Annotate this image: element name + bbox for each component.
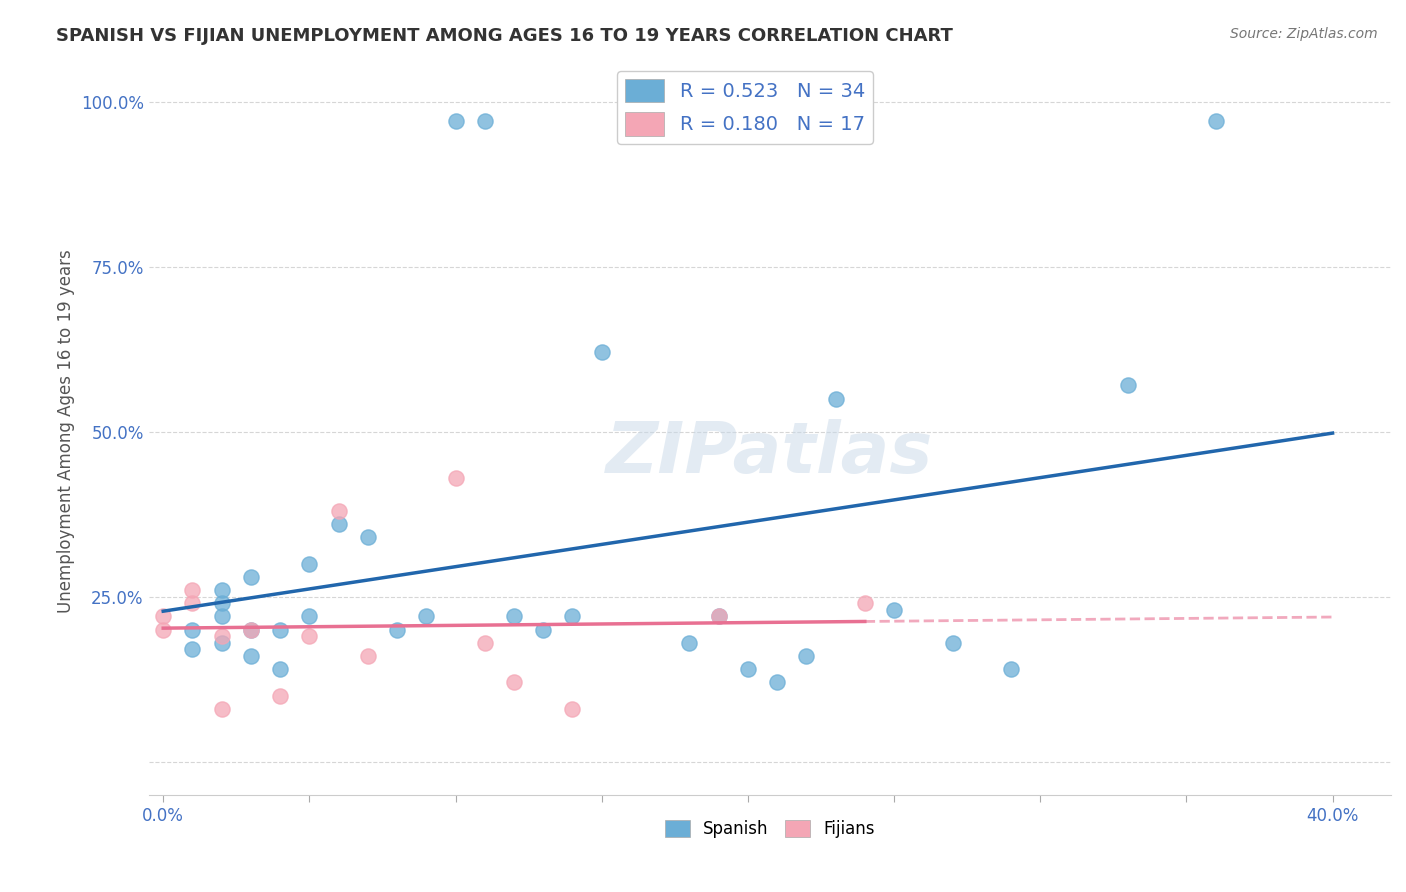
Point (1205, 114, 1227, 128)
Point (444, 114, 467, 128)
Point (269, 689, 291, 703)
Point (181, 596, 204, 610)
Point (328, 504, 350, 518)
Point (591, 345, 613, 359)
Point (269, 623, 291, 637)
Point (883, 603, 905, 617)
Point (503, 675, 526, 690)
Point (239, 623, 262, 637)
Point (678, 636, 700, 650)
Text: SPANISH VS FIJIAN UNEMPLOYMENT AMONG AGES 16 TO 19 YEARS CORRELATION CHART: SPANISH VS FIJIAN UNEMPLOYMENT AMONG AGE… (56, 27, 953, 45)
Point (941, 636, 963, 650)
Y-axis label: Unemployment Among Ages 16 to 19 years: Unemployment Among Ages 16 to 19 years (58, 250, 75, 614)
Point (298, 557, 321, 571)
Point (707, 609, 730, 624)
Text: ZIPatlas: ZIPatlas (606, 419, 934, 488)
Point (474, 636, 496, 650)
Point (1000, 662, 1022, 676)
Point (239, 570, 262, 584)
Point (561, 702, 583, 716)
Point (152, 623, 174, 637)
Point (298, 629, 321, 643)
Point (357, 649, 380, 664)
Point (385, 623, 408, 637)
Point (737, 662, 759, 676)
Point (239, 623, 262, 637)
Point (181, 582, 204, 597)
Point (853, 596, 876, 610)
Point (766, 675, 789, 690)
Point (503, 609, 526, 624)
Point (211, 582, 233, 597)
Point (211, 596, 233, 610)
Point (211, 609, 233, 624)
Point (328, 516, 350, 531)
Point (794, 649, 817, 664)
Point (444, 471, 467, 485)
Point (239, 649, 262, 664)
Point (531, 623, 554, 637)
Text: Source: ZipAtlas.com: Source: ZipAtlas.com (1230, 27, 1378, 41)
Point (181, 623, 204, 637)
Point (415, 609, 437, 624)
Point (211, 636, 233, 650)
Point (211, 629, 233, 643)
Point (298, 609, 321, 624)
Point (152, 609, 174, 624)
Point (824, 392, 846, 406)
Point (707, 609, 730, 624)
Legend: Spanish, Fijians: Spanish, Fijians (658, 813, 882, 845)
Point (474, 114, 496, 128)
Point (357, 530, 380, 544)
Point (211, 702, 233, 716)
Point (181, 642, 204, 657)
Point (269, 662, 291, 676)
Point (1116, 378, 1139, 392)
Point (561, 609, 583, 624)
